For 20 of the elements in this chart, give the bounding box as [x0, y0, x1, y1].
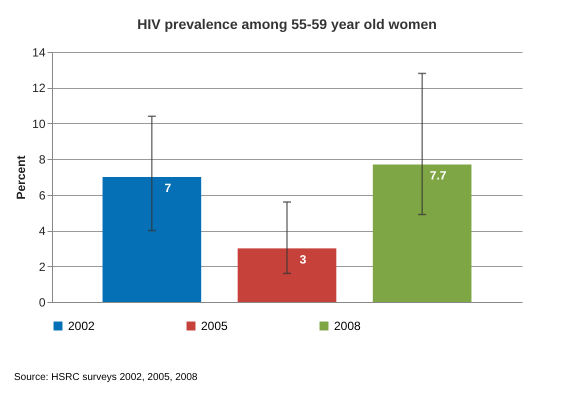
- legend-label: 2005: [201, 319, 228, 333]
- y-axis-title: Percent: [14, 155, 28, 200]
- data-label: 7.7: [430, 168, 447, 182]
- data-label: 3: [300, 252, 307, 266]
- y-tick-label: 2: [38, 260, 46, 274]
- y-tick-label: 12: [32, 81, 46, 96]
- legend-label: 2008: [334, 319, 362, 333]
- bar: [102, 177, 202, 302]
- source-note: Source: HSRC surveys 2002, 2005, 2008: [14, 372, 198, 383]
- bar: [372, 164, 472, 302]
- y-tick-label: 0: [38, 296, 46, 310]
- y-tick-label: 6: [38, 188, 46, 202]
- y-tick-label: 8: [38, 152, 46, 167]
- y-tick-label: 10: [32, 116, 46, 131]
- legend-label: 2002: [68, 319, 96, 333]
- chart-title: HIV prevalence among 55-59 year old women: [137, 16, 437, 32]
- bar: [238, 248, 336, 302]
- data-label: 7: [164, 181, 172, 195]
- y-tick-label: 4: [38, 224, 46, 238]
- y-tick-label: 14: [32, 46, 46, 60]
